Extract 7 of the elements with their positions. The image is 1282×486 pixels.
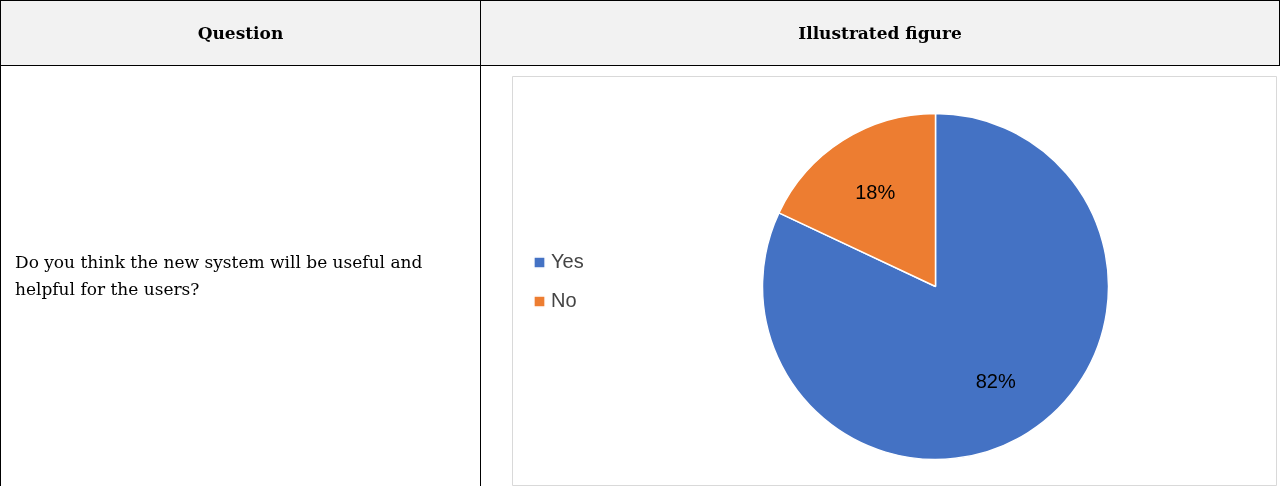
legend-label: Yes	[551, 250, 584, 273]
legend-label: No	[551, 289, 577, 312]
text: Do you think the new system will be useful and helpful for the users?	[15, 250, 424, 301]
text: Illustrated figure	[798, 21, 962, 45]
data-label: 18%	[855, 180, 896, 203]
data-label: 82%	[975, 370, 1016, 393]
text: Question	[197, 21, 284, 45]
